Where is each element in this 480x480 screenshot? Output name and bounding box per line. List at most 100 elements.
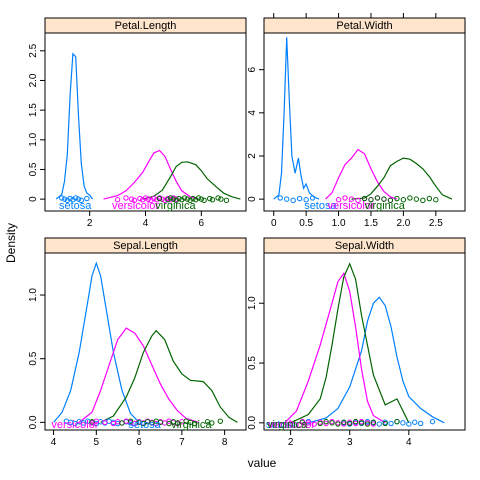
rug-point-virginica	[323, 418, 329, 425]
rug-point-virginica	[184, 196, 191, 202]
rug-point-versicolor	[131, 197, 138, 204]
rug-point-virginica	[119, 420, 125, 426]
rug-point-virginica	[209, 420, 215, 426]
panel-petal-length: Petal.Length 2 4 6 0 0.5 1.0 1.5 2.0 2.5 setosa ver…	[28, 17, 247, 229]
rug-point-setosa	[80, 420, 87, 426]
rug-point-virginica	[140, 420, 147, 427]
rug-point-virginica	[382, 420, 388, 427]
density-line-setosa	[55, 52, 93, 200]
rug-point-setosa	[296, 195, 303, 202]
x-tick-label: 2	[288, 437, 294, 448]
x-tick-label: 6	[199, 218, 205, 229]
rug-point-virginica	[166, 420, 172, 427]
rug-point-versicolor	[151, 195, 157, 202]
rug-point-virginica	[174, 420, 181, 426]
rug-point-setosa	[59, 195, 65, 201]
group-label-setosa: setosa	[128, 419, 161, 431]
rug-point-virginica	[420, 197, 426, 204]
rug-point-versicolor	[137, 195, 143, 202]
rug-point-virginica	[341, 419, 347, 425]
rug-point-virginica	[127, 418, 134, 424]
density-line-virginica	[351, 157, 453, 200]
y-tick-label: 0.0	[28, 415, 39, 429]
rug-point-versicolor	[162, 420, 168, 426]
rug-point-setosa	[75, 196, 82, 202]
panel-frame	[263, 32, 466, 212]
rug-point-versicolor	[323, 420, 329, 427]
rug-point-versicolor	[341, 421, 347, 427]
y-tick-label: 2.5	[28, 43, 39, 57]
group-label-setosa: setosa	[304, 200, 337, 212]
x-axis-label: value	[248, 456, 277, 470]
panel-petal-width: Petal.Width 0 0.5 1.0 1.5 2.0 2.5 0 2 4 6 setosaver…	[247, 13, 466, 229]
rug-point-virginica	[387, 197, 394, 204]
rug-point-versicolor	[114, 197, 121, 203]
rug-point-versicolor	[305, 420, 312, 426]
rug-point-versicolor	[352, 420, 359, 427]
panel-sepal-length: Sepal.Length 4 5 6 7 8 0.0 0.5 1.0 setosa versicol…	[28, 237, 247, 448]
rug-point-virginica	[218, 196, 224, 202]
rug-point-virginica	[381, 196, 387, 202]
rug-point-setosa	[67, 195, 73, 202]
y-tick-label: 4	[247, 110, 258, 116]
rug-point-setosa	[290, 197, 296, 204]
rug-point-versicolor	[370, 421, 377, 427]
rug-point-versicolor	[342, 195, 348, 201]
x-tick-label: 3	[347, 437, 353, 448]
x-tick-label: 4	[143, 218, 149, 229]
panel-strip-label: Petal.Width	[336, 20, 392, 32]
density-line-setosa	[308, 296, 445, 424]
rug-point-virginica	[370, 419, 377, 425]
group-label-setosa: setosa	[266, 419, 299, 431]
x-tick-label: 1.5	[364, 218, 378, 229]
rug-point-setosa	[412, 419, 418, 425]
rug-point-setosa	[429, 418, 436, 425]
density-line-virginica	[142, 161, 241, 200]
rug-point-setosa	[417, 420, 424, 427]
rug-point-versicolor	[348, 196, 355, 202]
panel-strip-label: Sepal.Width	[335, 240, 394, 252]
rug-point-virginica	[149, 420, 155, 426]
rug-point-virginica	[352, 418, 359, 425]
rug-point-virginica	[407, 195, 413, 201]
y-tick-label: 2.0	[28, 73, 39, 87]
y-tick-label: 0.5	[28, 351, 39, 365]
rug-point-versicolor	[102, 419, 108, 426]
rug-point-setosa	[61, 196, 68, 202]
group-label-versicolor: versicolor	[268, 419, 315, 431]
rug-point-virginica	[89, 419, 95, 425]
density-line-versicolor	[78, 327, 200, 423]
rug-point-virginica	[181, 195, 188, 201]
rug-point-virginica	[329, 420, 335, 426]
x-tick-label: 4	[51, 437, 57, 448]
rug-point-setosa	[283, 196, 290, 202]
rug-point-setosa	[309, 195, 316, 201]
rug-point-setosa	[78, 197, 84, 204]
rug-point-virginica	[374, 195, 381, 201]
group-label-virginica: virginica	[365, 200, 406, 212]
rug-point-virginica	[358, 420, 365, 426]
y-tick-label: 0.0	[247, 415, 258, 429]
rug-point-virginica	[433, 197, 439, 203]
rug-point-versicolor	[159, 196, 165, 202]
y-tick-label: 6	[247, 66, 258, 72]
group-label-versicolor: versicolor	[51, 419, 98, 431]
x-tick-label: 2.5	[429, 218, 443, 229]
rug-point-setosa	[106, 418, 112, 424]
rug-point-virginica	[364, 421, 371, 427]
rug-point-versicolor	[311, 421, 317, 427]
density-line-setosa	[273, 37, 320, 200]
y-tick-label: 1.0	[28, 132, 39, 146]
density-line-versicolor	[325, 148, 398, 200]
rug-point-virginica	[217, 418, 224, 424]
group-label-versicolor: versicolor	[112, 200, 159, 212]
rug-point-virginica	[201, 197, 207, 204]
panel-plot-area	[53, 261, 238, 427]
x-tick-label: 2	[87, 218, 93, 229]
rug-point-virginica	[413, 196, 420, 202]
x-tick-label: 0	[271, 218, 277, 229]
group-label-virginica: virginica	[155, 200, 196, 212]
rug-point-virginica	[426, 195, 433, 202]
panel-plot-area	[55, 52, 241, 204]
